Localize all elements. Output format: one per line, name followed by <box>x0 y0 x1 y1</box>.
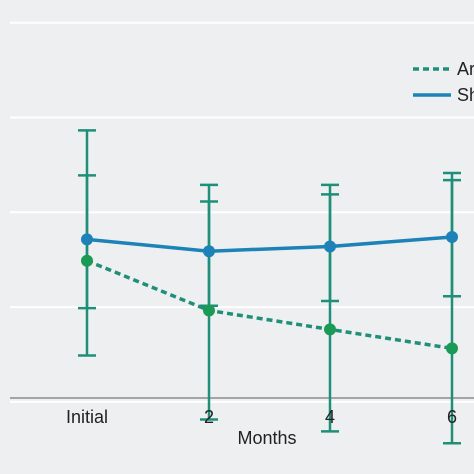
series-line-sh <box>86 235 453 253</box>
x-tick-label-4: 6 <box>447 407 457 427</box>
data-point-ar-1 <box>81 254 93 267</box>
data-point-sh-3 <box>324 240 336 253</box>
data-point-sh-1 <box>81 233 93 246</box>
data-point-sh-2 <box>203 245 215 258</box>
data-point-sh-4 <box>446 231 458 243</box>
x-tick-label-1: Initial <box>66 407 108 427</box>
data-point-ar-2 <box>203 304 215 317</box>
series-line-ar <box>86 259 453 351</box>
data-point-ar-3 <box>324 323 336 336</box>
x-tick-label-2: 2 <box>204 407 214 427</box>
x-axis-title: Months <box>237 428 296 448</box>
series-lines <box>86 235 453 351</box>
legend-label-sh: Sh <box>457 85 474 105</box>
legend-label-ar: Ar <box>457 59 474 79</box>
x-tick-labels: Initial 2 4 6 <box>66 407 457 427</box>
data-point-ar-4 <box>446 342 458 355</box>
legend[interactable]: Ar Sh <box>413 59 474 105</box>
x-tick-label-3: 4 <box>325 407 335 427</box>
data-points <box>81 231 458 355</box>
